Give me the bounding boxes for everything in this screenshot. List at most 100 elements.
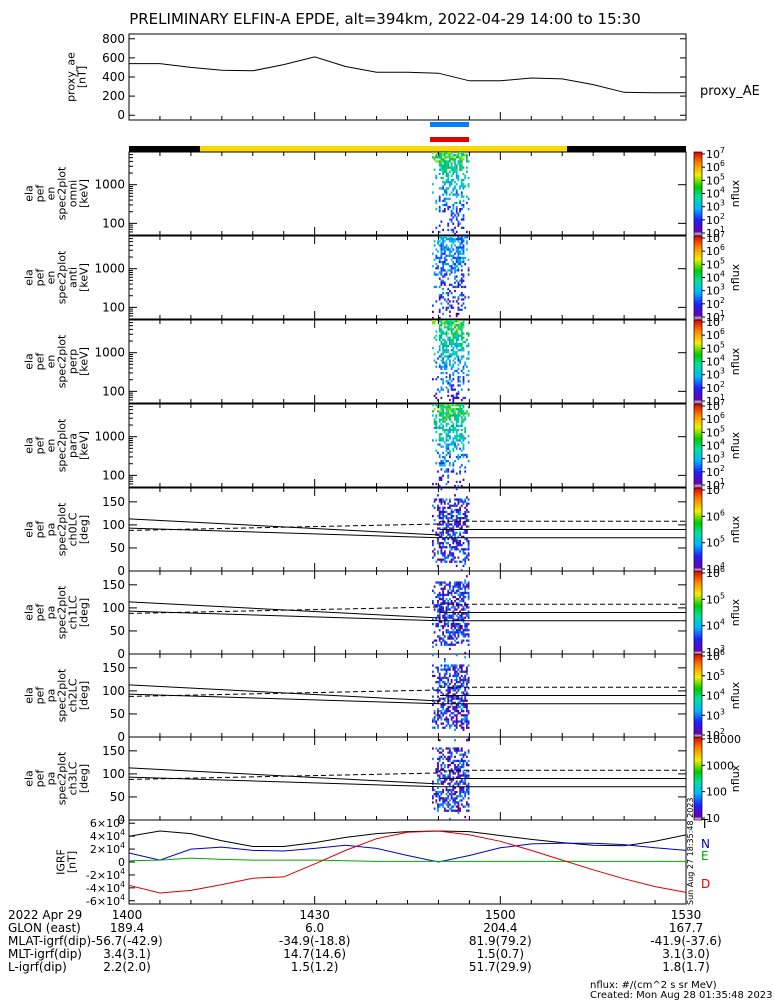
spectrogram-cell [459,433,461,436]
spectrogram-cell [455,435,458,438]
spectrogram-cell [457,612,460,615]
spectrogram-cell [440,620,443,624]
spectrogram-cell [438,618,441,621]
spectrogram-cell [454,342,456,346]
spectrogram-cell [460,181,463,184]
spectrogram-cell [438,355,441,358]
spectrogram-cell [437,614,439,617]
spectrogram-cell [447,620,450,624]
spectrogram-cell [447,614,450,617]
footer-units: nflux: #/(cm^2 s sr MeV) [590,980,717,991]
spectrogram-cell [460,612,463,615]
spectrogram-cell [460,185,463,188]
anti-loss-cone-line [128,606,441,614]
spectrogram-cell [442,780,444,783]
spectrogram-cell [464,500,467,503]
spectrogram-cell [450,554,453,557]
anti-loss-cone-line [128,689,441,697]
spectrogram-cell [462,203,465,207]
spectrogram-cell [435,365,438,368]
spectrogram-cell [432,797,434,800]
spectrogram-cell [455,805,458,808]
spectrogram-cell [442,589,444,592]
spectrogram-cell [445,238,448,241]
spectrogram-panel-omni: 1001000elapefenspec2plotomni[keV]1011021… [23,146,743,240]
spectrogram-cell [462,635,465,638]
spectrogram-cell [447,747,450,750]
spectrogram-cell [437,539,439,543]
spectrogram-cell [447,705,450,709]
spectrogram-cell [460,226,463,229]
spectrogram-cell [438,168,441,171]
spectrogram-cell [457,701,460,704]
spectrogram-cell [454,710,456,713]
spectrogram-cell [440,462,443,465]
spectrogram-cell [440,676,443,680]
spectrogram-cell [459,222,461,225]
spectrogram-cells [432,152,470,236]
spectrogram-cell [464,426,467,430]
spectrogram-cell [455,404,458,407]
spectrogram-cell [464,693,467,696]
spectrogram-cell [450,258,453,262]
spectrogram-cell [460,749,463,752]
spectrogram-cell [440,283,443,286]
spectrogram-cell [466,722,468,725]
spectrogram-cell [452,542,455,545]
spectrogram-cell [438,639,441,642]
spectrogram-cell [440,548,443,551]
spectrogram-cell [432,654,434,657]
spectrogram-cell [450,420,453,423]
spectrogram-cell [460,695,463,698]
spectrogram-cell [432,322,434,325]
spectrogram-cell [459,294,461,297]
spectrogram-cell [443,766,446,769]
spectrogram-cell [457,367,460,370]
spectrogram-cell [459,328,461,331]
spectrogram-cell [440,252,443,255]
spectrogram-cell [460,338,463,341]
spectrogram-cell [437,793,439,796]
spectrogram-cell [460,726,463,729]
spectrogram-cell [460,641,463,644]
spectrogram-cell [450,529,453,532]
spectrogram-cell [462,218,465,221]
spectrogram-cell [455,678,458,682]
spectrogram-cell [440,158,443,161]
spectrogram-cell [467,498,470,501]
spectrogram-cell [449,782,451,785]
spectrogram-cell [435,256,438,260]
spectrogram-cell [462,260,465,264]
spectrogram-cell [445,447,448,450]
spectrogram-cell [459,542,461,545]
spectrogram-cell [443,197,446,200]
spectrogram-cell [459,380,461,383]
spectrogram-cell [437,443,439,446]
colorbar [693,319,703,404]
spectrogram-cell [454,560,456,563]
spectrogram-cell [447,681,450,684]
spectrogram-cell [457,712,460,715]
spectrogram-cell [457,404,460,407]
spectrogram-cell [464,651,467,655]
spectrogram-cell [438,484,441,488]
spectrogram-cell [466,755,468,758]
spectrogram-cell [440,410,443,413]
spectrogram-cell [450,214,453,217]
spectrogram-cell [443,681,446,684]
spectrogram-cell [447,751,450,754]
spectrogram-cell [449,373,451,377]
spectrogram-cell [440,365,443,368]
colorbar-tick-label: 105 [706,424,725,439]
spectrogram-cell [454,678,456,682]
y-axis-label-line: en [45,187,58,201]
spectrogram-cell [460,560,463,563]
spectrogram-cell [445,710,448,713]
spectrogram-cell [459,724,461,727]
spectrogram-cell [467,435,470,438]
spectrogram-cell [442,439,444,442]
spectrogram-cell [440,793,443,796]
spectrogram-cell [440,558,443,561]
spectrogram-cell [455,324,458,327]
spectrogram-cell [450,751,453,754]
